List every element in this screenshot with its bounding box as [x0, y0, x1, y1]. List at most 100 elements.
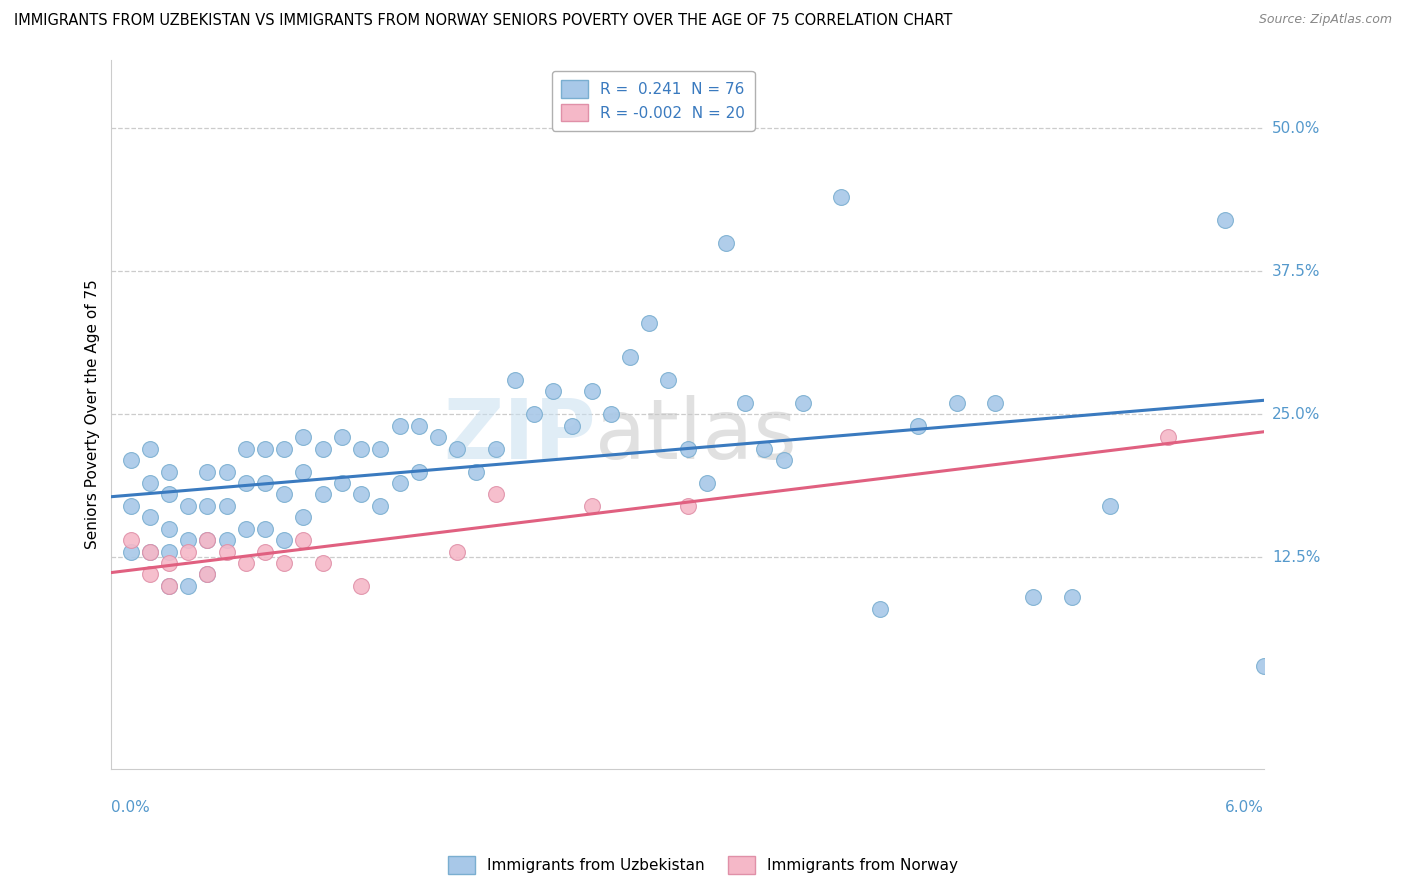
Point [197, 533, 219, 548]
Point [292, 430, 315, 444]
Point [368, 442, 391, 456]
Text: atlas: atlas [596, 395, 797, 476]
Point [330, 430, 353, 444]
Point [714, 235, 737, 250]
Point [465, 465, 488, 479]
Point [599, 407, 621, 421]
Point [139, 544, 162, 558]
Point [292, 533, 315, 548]
Point [273, 442, 295, 456]
Point [292, 510, 315, 524]
Point [197, 533, 219, 548]
Point [945, 396, 967, 410]
Point [120, 544, 142, 558]
Text: 12.5%: 12.5% [1272, 549, 1320, 565]
Point [1215, 212, 1237, 227]
Point [120, 533, 142, 548]
Point [235, 475, 257, 490]
Text: 0.0%: 0.0% [111, 799, 150, 814]
Text: 50.0%: 50.0% [1272, 120, 1320, 136]
Point [235, 556, 257, 570]
Text: Source: ZipAtlas.com: Source: ZipAtlas.com [1258, 13, 1392, 27]
Point [503, 373, 526, 387]
Point [368, 499, 391, 513]
Point [772, 453, 794, 467]
Point [273, 556, 295, 570]
Point [869, 602, 891, 616]
Point [139, 475, 162, 490]
Point [139, 544, 162, 558]
Point [984, 396, 1007, 410]
Point [657, 373, 679, 387]
Point [157, 556, 180, 570]
Point [1157, 430, 1180, 444]
Point [426, 430, 449, 444]
Point [235, 442, 257, 456]
Point [197, 567, 219, 582]
Point [1253, 659, 1275, 673]
Point [696, 475, 718, 490]
Point [350, 442, 373, 456]
Point [273, 487, 295, 501]
Point [157, 487, 180, 501]
Point [157, 544, 180, 558]
Point [619, 350, 641, 364]
Point [388, 475, 411, 490]
Text: 37.5%: 37.5% [1272, 264, 1320, 279]
Point [197, 499, 219, 513]
Point [312, 442, 335, 456]
Point [541, 384, 564, 399]
Point [312, 556, 335, 570]
Point [139, 442, 162, 456]
Point [1099, 499, 1122, 513]
Text: IMMIGRANTS FROM UZBEKISTAN VS IMMIGRANTS FROM NORWAY SENIORS POVERTY OVER THE AG: IMMIGRANTS FROM UZBEKISTAN VS IMMIGRANTS… [14, 13, 952, 29]
Point [734, 396, 756, 410]
Point [523, 407, 546, 421]
Point [1022, 591, 1045, 605]
Point [484, 442, 506, 456]
Point [254, 442, 277, 456]
Point [792, 396, 814, 410]
Point [197, 567, 219, 582]
Point [754, 442, 776, 456]
Point [177, 499, 200, 513]
Text: 6.0%: 6.0% [1225, 799, 1264, 814]
Point [120, 499, 142, 513]
Point [215, 533, 238, 548]
Point [215, 465, 238, 479]
Point [638, 316, 661, 330]
Point [408, 465, 430, 479]
Point [215, 544, 238, 558]
Point [157, 579, 180, 593]
Point [312, 487, 335, 501]
Point [157, 522, 180, 536]
Point [484, 487, 506, 501]
Point [676, 442, 699, 456]
Point [330, 475, 353, 490]
Point [254, 522, 277, 536]
Y-axis label: Seniors Poverty Over the Age of 75: Seniors Poverty Over the Age of 75 [86, 279, 100, 549]
Point [197, 465, 219, 479]
Point [1060, 591, 1083, 605]
Point [157, 465, 180, 479]
Point [561, 418, 583, 433]
Point [446, 442, 468, 456]
Point [139, 567, 162, 582]
Point [157, 579, 180, 593]
Point [408, 418, 430, 433]
Point [676, 499, 699, 513]
Point [581, 499, 603, 513]
Point [177, 579, 200, 593]
Point [292, 465, 315, 479]
Point [215, 499, 238, 513]
Point [235, 522, 257, 536]
Legend: R =  0.241  N = 76, R = -0.002  N = 20: R = 0.241 N = 76, R = -0.002 N = 20 [551, 70, 755, 130]
Point [139, 510, 162, 524]
Point [446, 544, 468, 558]
Point [350, 487, 373, 501]
Text: 25.0%: 25.0% [1272, 407, 1320, 422]
Point [350, 579, 373, 593]
Point [388, 418, 411, 433]
Point [120, 453, 142, 467]
Point [830, 190, 852, 204]
